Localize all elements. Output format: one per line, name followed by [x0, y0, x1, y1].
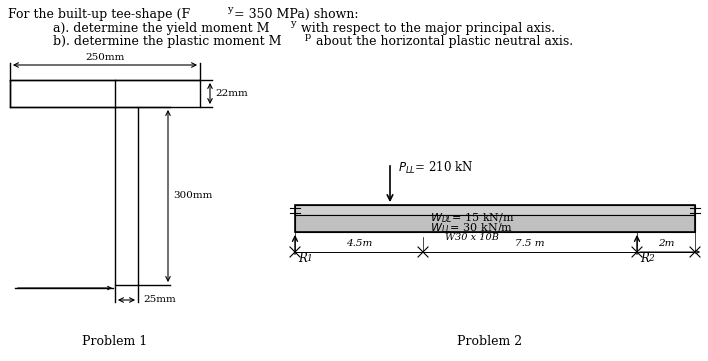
Text: $P_{LL}$= 210 kN: $P_{LL}$= 210 kN: [398, 160, 473, 176]
Text: b). determine the plastic moment M: b). determine the plastic moment M: [53, 35, 282, 48]
Text: y: y: [227, 5, 232, 14]
Text: 7.5 m: 7.5 m: [515, 239, 545, 248]
Bar: [10, 80, 200, 107]
Bar: [295, 215, 695, 232]
Text: y: y: [290, 19, 295, 28]
Text: 22mm: 22mm: [215, 88, 248, 97]
Text: about the horizontal plastic neutral axis.: about the horizontal plastic neutral axi…: [312, 35, 573, 48]
Text: 2m: 2m: [658, 239, 674, 248]
Text: = 350 MPa) shown:: = 350 MPa) shown:: [234, 8, 358, 21]
Text: 300mm: 300mm: [173, 191, 212, 200]
Text: 4.5m: 4.5m: [346, 239, 372, 248]
Text: p: p: [305, 32, 312, 41]
Text: $W_{LL}$= 30 kN/m: $W_{LL}$= 30 kN/m: [430, 221, 513, 235]
Text: R: R: [640, 252, 649, 265]
Bar: [295, 205, 695, 215]
Text: Problem 2: Problem 2: [457, 335, 523, 348]
Text: $W_{DL}$= 15 kN/m: $W_{DL}$= 15 kN/m: [430, 211, 515, 225]
Text: For the built-up tee-shape (F: For the built-up tee-shape (F: [8, 8, 190, 21]
Text: Problem 1: Problem 1: [82, 335, 148, 348]
Text: 1: 1: [306, 254, 312, 263]
Text: 2: 2: [648, 254, 653, 263]
Text: a). determine the yield moment M: a). determine the yield moment M: [53, 22, 270, 35]
Bar: [115, 107, 138, 285]
Text: W30 x 10B: W30 x 10B: [445, 232, 499, 242]
Text: R: R: [298, 252, 307, 265]
Text: 250mm: 250mm: [85, 53, 125, 62]
Text: with respect to the major principal axis.: with respect to the major principal axis…: [297, 22, 555, 35]
Text: 25mm: 25mm: [143, 296, 176, 304]
Bar: [295, 205, 695, 232]
